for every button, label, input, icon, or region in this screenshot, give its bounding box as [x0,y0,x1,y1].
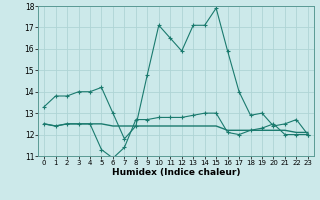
X-axis label: Humidex (Indice chaleur): Humidex (Indice chaleur) [112,168,240,177]
